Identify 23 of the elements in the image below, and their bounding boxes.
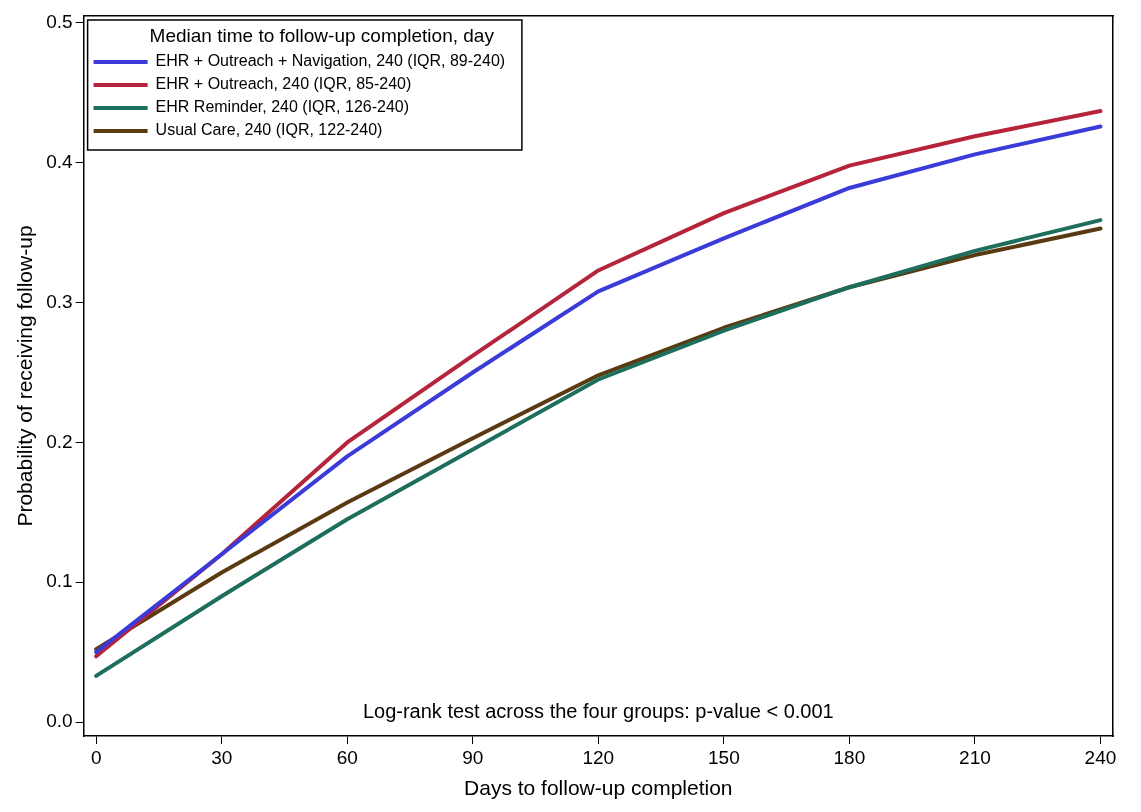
x-tick-label: 210 (959, 746, 991, 768)
x-tick-label: 150 (707, 746, 740, 768)
x-axis-title: Days to follow-up completion (464, 776, 733, 800)
y-tick-label: 0.0 (46, 710, 73, 732)
x-tick-label: 90 (462, 746, 484, 768)
y-tick-label: 0.2 (46, 430, 73, 452)
y-axis-title: Probability of receiving follow-up (13, 225, 37, 527)
y-tick-label: 0.5 (46, 11, 73, 33)
legend-label: EHR + Outreach, 240 (IQR, 85-240) (155, 75, 412, 93)
legend-label: EHR Reminder, 240 (IQR, 126-240) (155, 98, 410, 116)
y-tick-label: 0.3 (46, 290, 73, 312)
legend-label: EHR + Outreach + Navigation, 240 (IQR, 89-240) (155, 52, 506, 70)
x-tick-label: 120 (582, 746, 615, 768)
annotation: Log-rank test across the four groups: p-value < 0.001 (362, 699, 834, 722)
legend-title: Median time to follow-up completion, day (149, 25, 495, 47)
x-tick-label: 180 (833, 746, 866, 768)
legend-label: Usual Care, 240 (IQR, 122-240) (155, 121, 383, 139)
x-tick-label: 30 (211, 746, 233, 768)
x-tick-label: 0 (90, 746, 102, 768)
y-tick-label: 0.1 (46, 570, 73, 592)
x-tick-label: 240 (1084, 746, 1117, 768)
x-tick-label: 60 (336, 746, 358, 768)
y-tick-label: 0.4 (46, 151, 74, 173)
